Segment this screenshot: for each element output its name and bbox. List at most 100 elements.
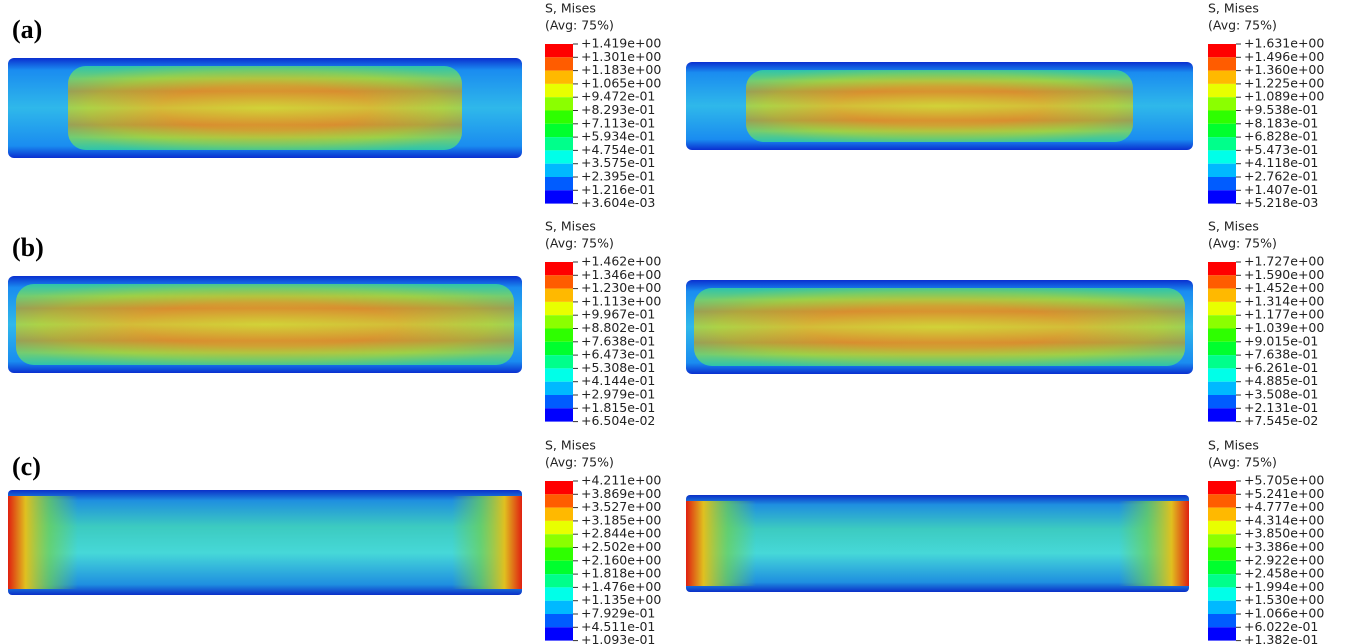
legend-label: +1.093e-01 [581, 632, 655, 644]
contour-end [1119, 501, 1189, 586]
legend-band [1208, 601, 1236, 614]
legend-band [1208, 177, 1236, 190]
legend-band [545, 561, 573, 574]
legend-band [545, 137, 573, 150]
contour-plot [8, 490, 522, 595]
legend-label: +7.545e-02 [1244, 413, 1318, 428]
contour-plot [8, 58, 522, 158]
legend-title: S, Mises [545, 1, 596, 16]
legend-band [545, 84, 573, 97]
legend-band [1208, 521, 1236, 534]
panel-label: (a) [12, 15, 42, 44]
legend-band [1208, 561, 1236, 574]
legend-band [1208, 124, 1236, 137]
legend-band [545, 289, 573, 302]
legend-subtitle: (Avg: 75%) [545, 455, 614, 470]
legend-band [545, 614, 573, 627]
legend-band [545, 262, 573, 275]
legend-band [1208, 97, 1236, 110]
contour-plot [8, 276, 522, 373]
legend-band [545, 111, 573, 124]
legend-title: S, Mises [1208, 1, 1259, 16]
legend-band [545, 329, 573, 342]
legend-band [1208, 164, 1236, 177]
legend-band [1208, 84, 1236, 97]
panel-label: (b) [12, 233, 44, 262]
legend-subtitle: (Avg: 75%) [1208, 18, 1277, 33]
legend-band [545, 521, 573, 534]
legend-band [545, 548, 573, 561]
legend-label: +6.504e-02 [581, 413, 655, 428]
legend-subtitle: (Avg: 75%) [1208, 455, 1277, 470]
legend-band [545, 494, 573, 507]
legend-band [545, 534, 573, 547]
legend-band [1208, 368, 1236, 381]
legend-label: +1.382e-01 [1244, 632, 1318, 644]
legend-band [545, 395, 573, 408]
legend-band [545, 302, 573, 315]
legend-band [1208, 329, 1236, 342]
contour-end [8, 496, 78, 589]
legend-band [545, 408, 573, 421]
legend-band [545, 190, 573, 203]
legend-band [1208, 315, 1236, 328]
panel-label: (c) [12, 452, 41, 481]
legend-band [1208, 395, 1236, 408]
legend-band [1208, 275, 1236, 288]
legend-band [545, 587, 573, 600]
legend-band [1208, 111, 1236, 124]
legend-band [1208, 627, 1236, 640]
legend-band [545, 368, 573, 381]
legend-band [1208, 355, 1236, 368]
legend-band [545, 71, 573, 84]
legend-band [1208, 342, 1236, 355]
contour-core-glow [68, 66, 462, 150]
legend-band [545, 57, 573, 70]
legend-band [1208, 494, 1236, 507]
contour-end [686, 501, 756, 586]
legend-band [545, 574, 573, 587]
legend-band [1208, 408, 1236, 421]
legend-band [1208, 481, 1236, 494]
legend-band [545, 382, 573, 395]
legend-title: S, Mises [545, 438, 596, 453]
legend-band [1208, 587, 1236, 600]
legend-band [1208, 382, 1236, 395]
legend-band [545, 508, 573, 521]
legend-band [545, 164, 573, 177]
legend-band [1208, 262, 1236, 275]
contour-body [686, 495, 1189, 592]
legend-band [1208, 548, 1236, 561]
legend-band [545, 97, 573, 110]
legend-title: S, Mises [1208, 219, 1259, 234]
contour-core-glow [694, 288, 1185, 366]
contour-plot [686, 495, 1189, 592]
legend-band [1208, 289, 1236, 302]
legend-band [545, 275, 573, 288]
contour-body [8, 490, 522, 595]
contour-plot [686, 280, 1193, 374]
contour-end [452, 496, 522, 589]
figure: (a)S, Mises(Avg: 75%)+1.419e+00+1.301e+0… [0, 0, 1347, 644]
legend-band [545, 481, 573, 494]
legend-band [545, 177, 573, 190]
legend-title: S, Mises [545, 219, 596, 234]
legend-band [1208, 508, 1236, 521]
contour-core-glow [16, 284, 514, 365]
legend-band [1208, 44, 1236, 57]
legend-band [545, 627, 573, 640]
legend-band [1208, 71, 1236, 84]
legend-band [545, 342, 573, 355]
legend-band [1208, 150, 1236, 163]
legend-title: S, Mises [1208, 438, 1259, 453]
legend-subtitle: (Avg: 75%) [545, 236, 614, 251]
legend-subtitle: (Avg: 75%) [1208, 236, 1277, 251]
legend-band [1208, 190, 1236, 203]
legend-band [1208, 57, 1236, 70]
contour-plot [686, 62, 1193, 150]
contour-core-glow [746, 70, 1133, 142]
legend-band [1208, 614, 1236, 627]
legend-band [545, 355, 573, 368]
legend-band [1208, 574, 1236, 587]
legend-band [545, 315, 573, 328]
